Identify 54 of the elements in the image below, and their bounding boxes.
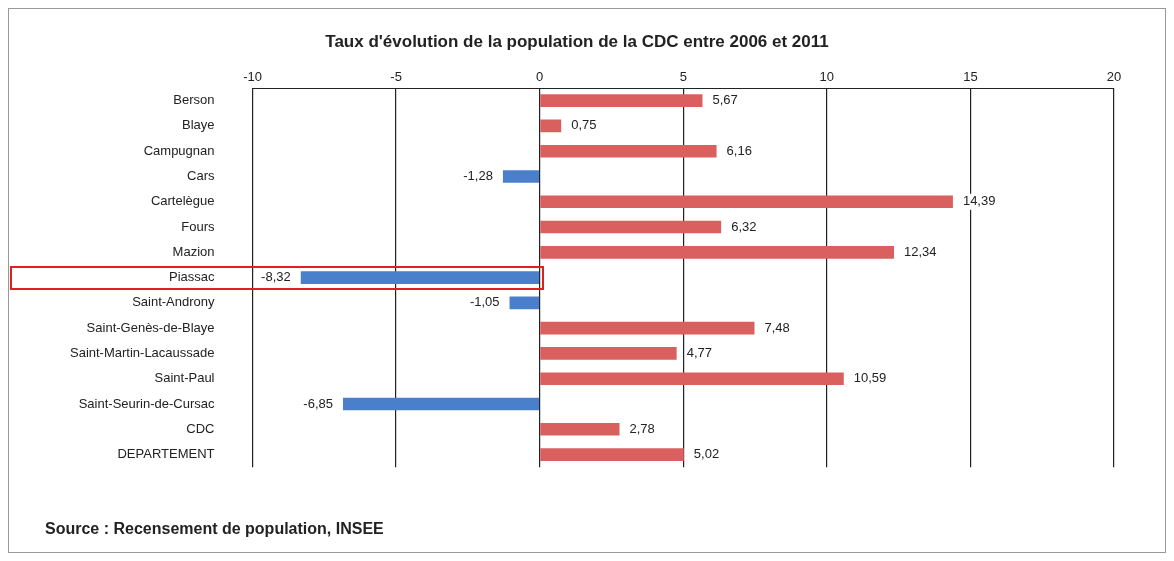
x-tick-label: 20 bbox=[1106, 68, 1122, 84]
bar bbox=[509, 296, 540, 310]
x-tick-label: 10 bbox=[819, 68, 835, 84]
data-label: 12,34 bbox=[904, 243, 937, 259]
y-tick-label: Piassac bbox=[168, 269, 215, 285]
data-label: 2,78 bbox=[629, 420, 655, 436]
y-tick-label: Saint-Martin-Lacaussade bbox=[69, 345, 215, 361]
y-tick-label: Cartelègue bbox=[150, 193, 215, 209]
y-tick-label: Fours bbox=[181, 218, 216, 234]
data-label: 7,48 bbox=[764, 319, 790, 335]
data-label: 6,32 bbox=[731, 218, 757, 234]
x-tick-label: 5 bbox=[679, 68, 687, 84]
y-tick-label: Saint-Androny bbox=[132, 294, 216, 310]
bar bbox=[540, 372, 844, 386]
data-label: 5,67 bbox=[712, 92, 738, 108]
y-tick-label: Blaye bbox=[181, 117, 215, 133]
x-tick-label: 15 bbox=[963, 68, 978, 84]
data-label: 5,02 bbox=[693, 446, 720, 462]
y-tick-label: Berson bbox=[173, 92, 215, 108]
bar bbox=[540, 321, 755, 335]
bar bbox=[540, 422, 620, 436]
bar bbox=[540, 246, 895, 259]
data-label: -6,85 bbox=[303, 395, 333, 411]
y-tick-label: Saint-Seurin-de-Cursac bbox=[78, 395, 216, 411]
data-label: -1,28 bbox=[463, 168, 493, 184]
data-label: 10,59 bbox=[853, 370, 887, 386]
bar bbox=[300, 271, 540, 284]
data-label: 0,75 bbox=[571, 117, 597, 133]
y-tick-label: CDC bbox=[186, 420, 215, 436]
y-tick-label: Campugnan bbox=[143, 142, 215, 158]
data-label: 4,77 bbox=[686, 345, 712, 361]
bar bbox=[540, 94, 703, 107]
x-tick-label: -5 bbox=[390, 68, 402, 84]
y-tick-label: Cars bbox=[187, 168, 216, 184]
chart-title: Taux d'évolution de la population de la CDC entre 2006 et 2011 bbox=[325, 31, 829, 51]
data-label: 6,16 bbox=[726, 142, 752, 158]
bar bbox=[540, 119, 562, 133]
bar bbox=[540, 144, 717, 158]
bar bbox=[502, 170, 540, 183]
data-label: -1,05 bbox=[469, 294, 500, 310]
data-label: 14,39 bbox=[962, 193, 996, 209]
x-tick-label: 0 bbox=[536, 68, 544, 84]
bar bbox=[540, 347, 677, 360]
y-tick-label: Saint-Paul bbox=[154, 370, 215, 386]
bar bbox=[540, 195, 953, 209]
y-tick-label: Saint-Genès-de-Blaye bbox=[86, 319, 215, 335]
x-tick-label: -10 bbox=[243, 68, 262, 84]
bar bbox=[540, 220, 722, 234]
bar bbox=[540, 448, 684, 461]
y-tick-label: Mazion bbox=[172, 243, 215, 259]
bar bbox=[342, 397, 540, 411]
y-tick-label: DEPARTEMENT bbox=[117, 446, 215, 462]
data-label: -8,32 bbox=[261, 269, 291, 285]
source-note: Source : Recensement de population, INSEE bbox=[45, 520, 384, 538]
